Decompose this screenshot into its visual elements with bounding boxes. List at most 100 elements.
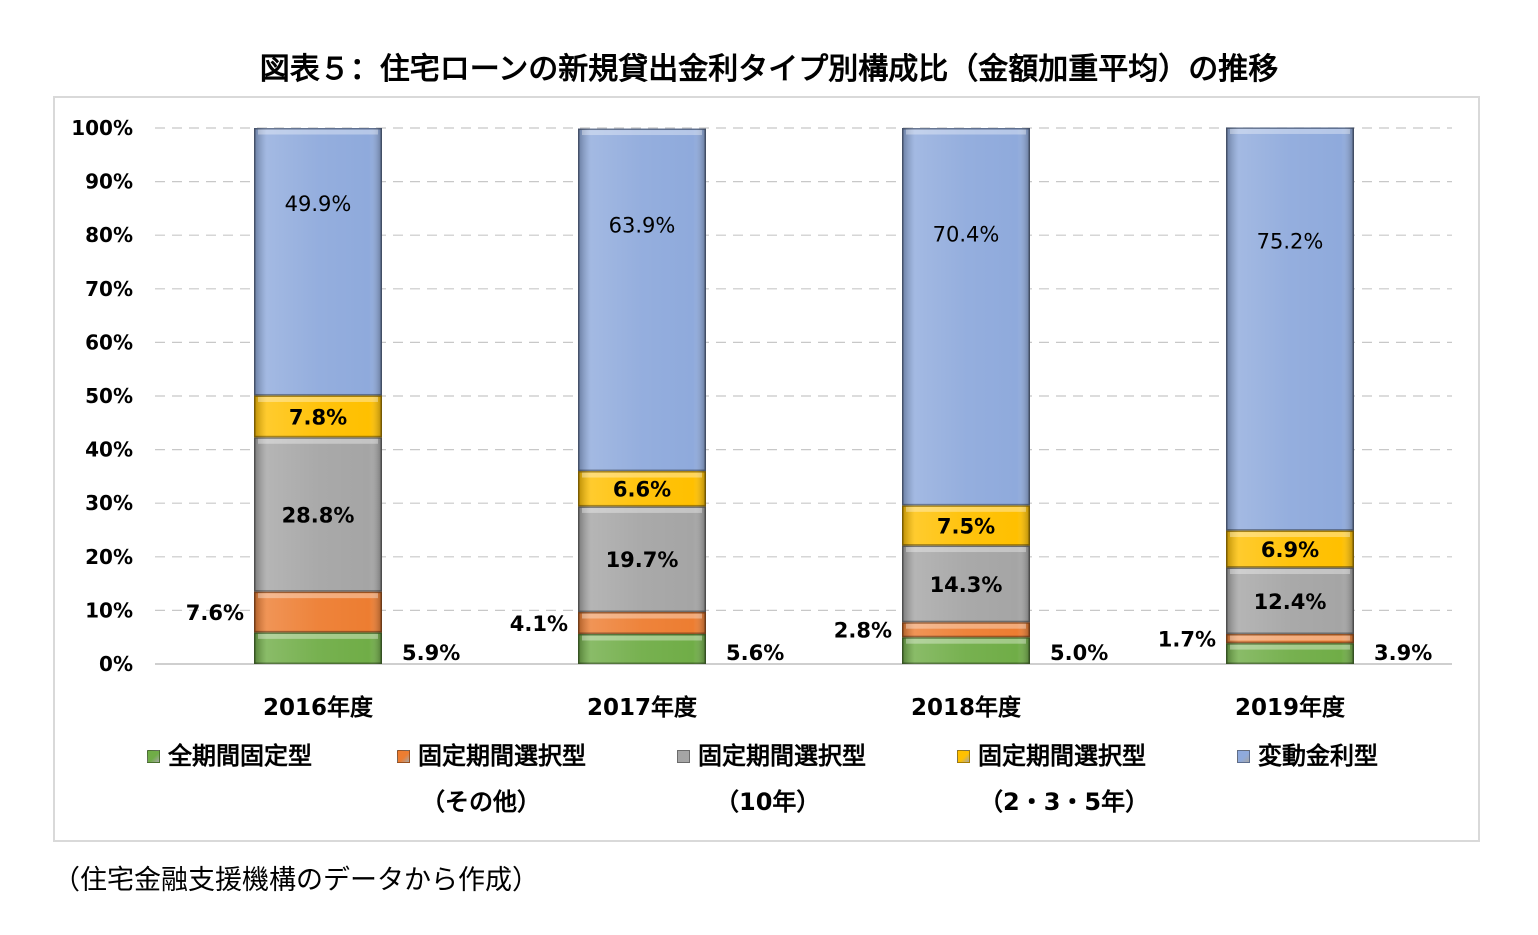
bar-highlight-short [258,396,378,402]
bar-highlight-other [1230,635,1350,641]
bar-bevel-other [254,591,382,633]
source-note: （住宅金融支援機構のデータから作成） [53,865,539,896]
y-tick-label: 20% [85,545,133,569]
bar-segment-other [578,612,706,634]
bar-highlight-zenkikan [906,638,1026,644]
data-label-variable: 49.9% [285,192,352,216]
legend-swatch-variable [1237,750,1250,763]
bar-bevel-other [578,612,706,634]
bar-bevel-zenkikan [578,633,706,664]
legend-swatch-short [957,750,970,763]
bar-edge-other [1226,633,1354,644]
bar-segment-short [902,505,1030,546]
bars [254,127,1354,665]
bar-segment-short [1226,530,1354,568]
data-label-variable: 63.9% [609,213,676,237]
data-label-ten: 28.8% [282,503,355,527]
legend-swatch-zenkikan [147,750,160,763]
bar-segment-other [1226,633,1354,644]
bar-segment-short [254,395,382,438]
legend-swatch-other [397,750,410,763]
bar-edge-zenkikan [254,632,382,664]
bar-edge-short [254,395,382,438]
y-axis-ticks: 0% 10% 20% 30% 40% 50% 60% 70% 80% 90% 100% [71,116,133,676]
bar-edge-short [1226,530,1354,568]
bar-edge-ten [1226,567,1354,634]
y-tick-label: 10% [85,598,133,622]
bar-bevel-variable [254,128,382,396]
y-tick-label: 80% [85,223,133,247]
data-label-other: 1.7% [1158,628,1216,652]
bar-edge-ten [578,506,706,613]
bar-bevel-other [1226,633,1354,644]
legend-sub-other: （その他） [421,788,541,816]
legend-item-other: 固定期間選択型 [397,744,586,768]
data-label-zenkikan: 5.9% [402,641,460,665]
bar-segment-variable [578,128,706,472]
x-axis-ticks: 2016年度 2017年度 2018年度 2019年度 [263,694,1346,721]
legend-label: 変動金利型 [1258,742,1378,770]
bar-edge-variable [578,128,706,472]
bar-highlight-short [906,506,1026,512]
bar-bevel-short [1226,530,1354,568]
bar-bevel-zenkikan [902,637,1030,664]
bar-segment-zenkikan [902,637,1030,665]
x-tick-label: 2019年度 [1235,694,1346,721]
bar-edge-other [578,612,706,634]
data-label-short: 6.9% [1261,538,1319,562]
bar-highlight-zenkikan [258,633,378,639]
y-tick-label: 60% [85,330,133,354]
bar-bevel-zenkikan [254,632,382,664]
bar-bevel-variable [1226,127,1354,531]
bar-bevel-variable [902,128,1030,506]
legend-sub-short: （2・3・5年） [979,788,1150,816]
bar-bevel-other [902,622,1030,638]
bar-segment-variable [254,128,382,396]
stacked-bar-chart: 0% 10% 20% 30% 40% 50% 60% 70% 80% 90% 100% 5.9% 7.… [71,116,1452,721]
bar-highlight-variable [1230,128,1350,134]
bar-edge-variable [1226,127,1354,531]
legend-item-short: 固定期間選択型 [957,744,1146,768]
bar-bevel-short [578,471,706,507]
bar-highlight-variable [582,130,702,136]
bar-segment-variable [1226,127,1354,531]
bar-highlight-variable [258,129,378,135]
bar-edge-other [254,591,382,633]
bar-edge-zenkikan [902,637,1030,665]
bar-segment-ten [578,506,706,613]
bar-highlight-ten [906,547,1026,553]
x-tick-label: 2017年度 [587,694,698,721]
bar-edge-ten [902,545,1030,623]
bar-highlight-other [582,613,702,619]
bar-edge-variable [902,128,1030,506]
legend-item-zenkikan: 全期間固定型 [147,744,312,768]
legend-item-variable: 変動金利型 [1237,744,1378,768]
bar-bevel-ten [254,437,382,592]
bar-segment-other [902,622,1030,638]
data-label-short: 7.5% [937,514,995,538]
data-label-ten: 12.4% [1254,590,1327,614]
bar-edge-zenkikan [578,633,706,665]
bar-segment-other [254,591,382,633]
y-tick-label: 90% [85,170,133,194]
chart-frame: 0% 10% 20% 30% 40% 50% 60% 70% 80% 90% 100% 5.9% 7.… [53,96,1480,842]
data-label-zenkikan: 5.0% [1050,641,1108,665]
legend-sub-ten: （10年） [715,788,821,816]
bar-segment-ten [254,437,382,592]
bar-segment-variable [902,128,1030,506]
y-tick-label: 40% [85,438,133,462]
x-tick-label: 2018年度 [911,694,1022,721]
legend-label: 固定期間選択型 [978,742,1146,770]
y-tick-label: 70% [85,277,133,301]
data-label-zenkikan: 5.6% [726,641,784,665]
data-label-variable: 70.4% [933,223,1000,247]
bar-bevel-short [902,505,1030,546]
data-label-ten: 19.7% [606,548,679,572]
bar-bevel-ten [578,506,706,613]
data-label-ten: 14.3% [930,573,1003,597]
bar-segment-zenkikan [1226,643,1354,665]
bar-edge-short [902,505,1030,546]
bar-highlight-other [906,623,1026,629]
data-label-other: 7.6% [186,601,244,625]
bar-highlight-zenkikan [582,635,702,641]
